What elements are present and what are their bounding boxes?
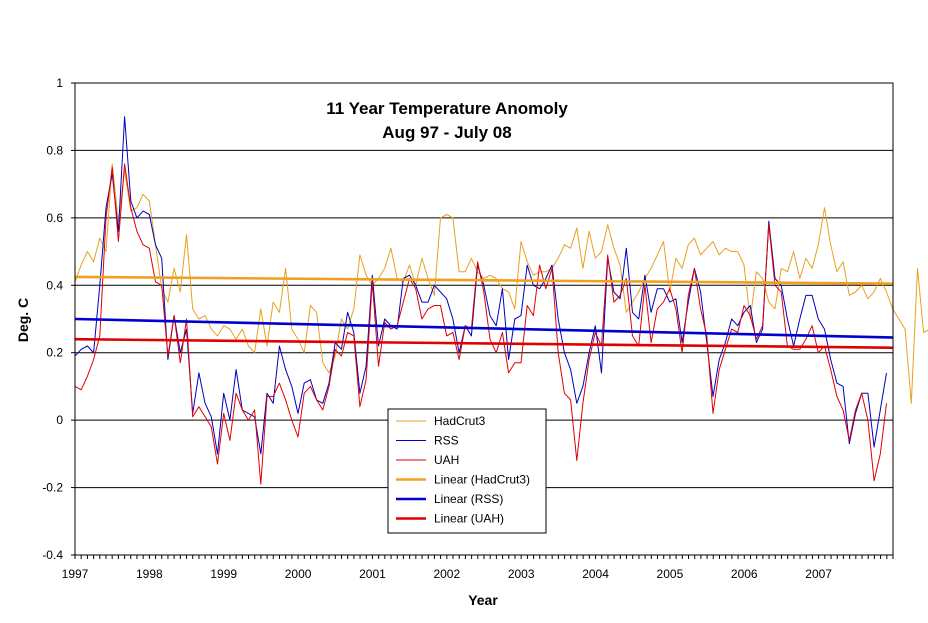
legend-entry-label: Linear (UAH): [434, 512, 504, 526]
series-line-uah: [74, 163, 887, 485]
chart-title: 11 Year Temperature Anomoly: [326, 99, 568, 118]
x-tick-label: 2007: [805, 567, 832, 581]
x-tick-label: 2003: [508, 567, 535, 581]
legend-entry-label: HadCrut3: [434, 414, 486, 428]
x-tick-label: 2002: [433, 567, 460, 581]
y-tick-label: 0.8: [46, 143, 63, 157]
series-line-linear-hadcrut3: [74, 275, 894, 285]
y-tick-label: 0.2: [46, 346, 63, 360]
y-axis: -0.4 -0.2 0 0.2 0.4 0.6 0.8 1: [42, 76, 75, 562]
x-tick-label: 2000: [285, 567, 312, 581]
y-tick-label: 0: [56, 413, 63, 427]
x-tick-label: 2004: [582, 567, 609, 581]
y-tick-label: 0.6: [46, 211, 63, 225]
legend-box: [387, 408, 547, 534]
y-tick-label: -0.4: [42, 548, 63, 562]
legend-entry-label: Linear (HadCrut3): [434, 473, 530, 487]
series-line-hadcrut3: [74, 163, 928, 404]
series-line-linear-rss: [74, 317, 894, 339]
chart-subtitle: Aug 97 - July 08: [382, 123, 511, 142]
y-axis-title: Deg. C: [15, 298, 31, 342]
x-axis: 1997 1998 1999 2000 2001 2002 2003 2004 2005 2006…: [62, 555, 894, 581]
y-tick-label: -0.2: [42, 481, 63, 495]
x-tick-label: 2005: [657, 567, 684, 581]
series-layer: [74, 116, 928, 485]
legend-entry-label: RSS: [434, 434, 459, 448]
x-tick-label: 1998: [136, 567, 163, 581]
legend: HadCrut3 RSS UAH Linear (HadCrut3) Linear (R…: [387, 408, 547, 534]
x-tick-label: 1999: [210, 567, 237, 581]
y-tick-label: 0.4: [46, 278, 63, 292]
x-axis-title: Year: [468, 592, 498, 608]
series-line-linear-uah: [74, 337, 894, 349]
y-tick-label: 1: [56, 76, 63, 90]
x-tick-label: 2001: [359, 567, 386, 581]
x-tick-label: 1997: [62, 567, 89, 581]
legend-entry-label: UAH: [434, 453, 459, 467]
x-tick-label: 2006: [731, 567, 758, 581]
legend-entry-label: Linear (RSS): [434, 492, 503, 506]
